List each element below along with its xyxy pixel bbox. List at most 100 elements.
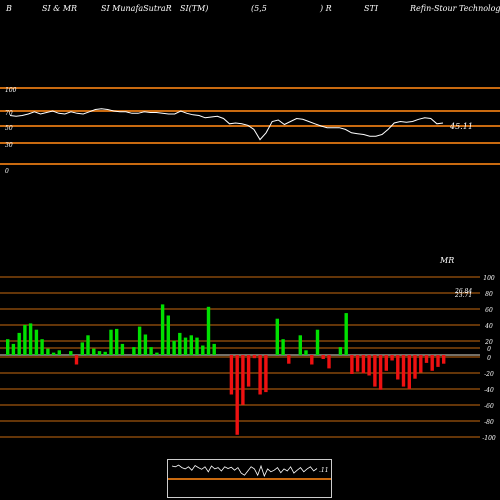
header-item: (5,5 (251, 4, 267, 13)
mrsi-bar (338, 347, 343, 355)
mrsi-tick-label: 0 (487, 346, 491, 353)
mrsi-bar (40, 339, 44, 355)
mrsi-bar (23, 325, 27, 355)
mrsi-bar (396, 355, 400, 380)
mrsi-bar (46, 348, 50, 355)
mrsi-bar (201, 345, 205, 355)
mrsi-bar (11, 343, 16, 355)
mrsi-tick-label: -40 (484, 387, 494, 394)
header-item: SI MunafaSutraR (101, 4, 172, 13)
mrsi-tick-label: 60 (485, 307, 493, 314)
mrsi-bar (281, 339, 285, 355)
mrsi-bar (355, 355, 360, 372)
mrsi-bar (155, 352, 159, 355)
mrsi-value-label: 23.71 (454, 292, 472, 299)
mini-value-label: .11 (319, 467, 329, 474)
mrsi-tick-label: -80 (484, 419, 494, 426)
mrsi-bar (17, 332, 21, 355)
mrsi-bar (252, 355, 257, 359)
header-item: Refin-Stour Technologies, Li (410, 4, 500, 13)
mrsi-bar (132, 347, 136, 355)
mrsi-bar (287, 355, 291, 364)
mrsi-bar (120, 343, 125, 355)
mrsi-bar (246, 355, 251, 387)
mrsi-bar (189, 335, 193, 356)
rsi-tick-label: 100 (5, 87, 17, 94)
mrsi-bar (350, 355, 354, 374)
mrsi-bar (378, 355, 383, 390)
mrsi-bar (315, 329, 320, 355)
mrsi-tick-label: -100 (482, 435, 496, 442)
mrsi-bar (373, 355, 377, 387)
mrsi-bar (97, 351, 102, 356)
mrsi-bar (6, 339, 10, 355)
mrsi-bar (321, 355, 325, 359)
mrsi-panel: 1008060402000-20-40-60-80-100MR26.8423.7… (0, 256, 496, 442)
mrsi-bar (212, 343, 216, 355)
mrsi-bar (178, 332, 182, 355)
mrsi-bar (241, 355, 245, 405)
mrsi-bar (74, 355, 79, 365)
rsi-tick-label: 70 (5, 110, 13, 117)
rsi-last-value-label: 45.11 (449, 122, 473, 131)
mrsi-title: MR (439, 256, 454, 265)
mrsi-bar (384, 355, 388, 371)
mrsi-bar (275, 318, 279, 355)
mrsi-bar (115, 328, 119, 355)
mrsi-bar (298, 335, 302, 356)
mrsi-bar (430, 355, 434, 371)
mini-line (171, 464, 318, 478)
header-item: B (6, 4, 12, 13)
mrsi-bar (229, 355, 234, 395)
rsi-line (9, 108, 444, 141)
mrsi-bar (160, 304, 165, 355)
mrsi-bar (86, 335, 90, 356)
mrsi-tick-label: -60 (484, 403, 494, 410)
mrsi-bar (57, 350, 61, 355)
mrsi-bar (195, 337, 199, 355)
mrsi-value-label: 26.84 (454, 288, 472, 295)
mrsi-bar (103, 351, 107, 355)
mrsi-bar (206, 306, 211, 355)
mrsi-bar (367, 355, 371, 376)
mrsi-bar (304, 350, 308, 355)
mrsi-bar (361, 355, 366, 374)
mrsi-bar (419, 355, 423, 373)
mrsi-bar (143, 334, 148, 355)
rsi-tick-label: 50 (5, 125, 13, 132)
mrsi-bar (413, 355, 417, 379)
header-item: ) R (320, 4, 332, 13)
mrsi-tick-label: 100 (483, 275, 495, 282)
mrsi-bar (401, 355, 406, 387)
mrsi-bar (51, 352, 56, 355)
rsi-panel: 100 70 50 30 0 45.11 (0, 87, 500, 175)
mrsi-bar (34, 329, 39, 355)
mrsi-bar (390, 355, 394, 361)
mrsi-tick-label: 40 (484, 323, 493, 330)
rsi-tick-label: 0 (5, 168, 9, 175)
rsi-tick-label: 30 (5, 142, 13, 149)
mrsi-tick-label: 80 (485, 291, 493, 298)
mrsi-bar (424, 355, 429, 363)
mrsi-tick-label: -20 (484, 371, 494, 378)
mrsi-bar (28, 323, 33, 355)
mrsi-bar (327, 355, 331, 369)
mini-panel: .11 (167, 459, 332, 498)
header-item: SI(TM) (180, 4, 209, 13)
mrsi-bar (109, 329, 113, 355)
mrsi-bar (80, 342, 84, 355)
mrsi-bar (166, 315, 170, 355)
mrsi-bar (235, 355, 239, 435)
mrsi-bar (407, 355, 411, 389)
mrsi-bar (92, 348, 96, 355)
mrsi-bar (172, 340, 176, 355)
mrsi-bar (264, 355, 268, 393)
mrsi-bar (183, 337, 188, 355)
mrsi-bar (258, 355, 262, 395)
mrsi-bar (344, 313, 348, 355)
header-item: STI (364, 4, 378, 13)
mrsi-bar (69, 351, 73, 356)
mrsi-bar (137, 326, 142, 355)
mrsi-tick-label: 0 (487, 355, 491, 362)
